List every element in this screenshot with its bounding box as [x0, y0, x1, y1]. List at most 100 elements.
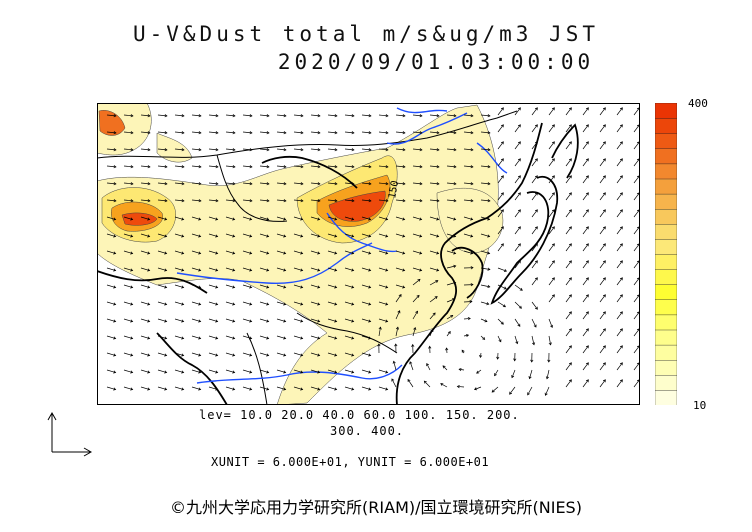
wind-vector [565, 175, 572, 184]
dust-wind-map: 150 [97, 103, 640, 405]
wind-vector [327, 182, 337, 185]
wind-vector [616, 158, 623, 167]
wind-vector-head [266, 234, 270, 238]
wind-vector-head [568, 175, 572, 179]
wind-vector-head [527, 392, 530, 396]
wind-vector-head [232, 217, 236, 221]
wind-vector [633, 260, 640, 269]
wind-vector-head [198, 251, 202, 255]
wind-vector-head [585, 192, 589, 196]
wind-vector [582, 260, 589, 269]
wind-vector [106, 369, 116, 373]
wind-vector [344, 233, 354, 237]
wind-vector-head [249, 353, 253, 357]
wind-vector [140, 352, 150, 356]
wind-vector [174, 386, 184, 390]
wind-vector-head [283, 148, 287, 152]
wind-vector [527, 386, 533, 396]
wind-vector [429, 329, 433, 337]
wind-vector-head [602, 192, 606, 196]
wind-vector [548, 243, 555, 252]
wind-vector-head [232, 114, 236, 118]
wind-vector [259, 131, 269, 134]
wind-vector [633, 192, 640, 201]
wind-vector [514, 192, 521, 201]
wind-vector-head [232, 199, 236, 203]
wind-vector-head [368, 182, 372, 186]
wind-vector-head [502, 304, 507, 308]
wind-vector [123, 233, 133, 237]
wind-vector-head [300, 353, 304, 357]
wind-vector-head [283, 353, 287, 357]
wind-vector-head [266, 268, 270, 272]
wind-vector [310, 352, 320, 356]
wind-vector [140, 318, 150, 322]
wind-vector [599, 209, 606, 218]
colorbar-swatch [655, 163, 677, 180]
wind-vector-head [147, 285, 151, 289]
wind-vector-head [494, 373, 497, 377]
wind-vector-head [515, 341, 519, 345]
wind-vector [412, 114, 422, 117]
wind-vector [259, 114, 269, 117]
wind-vector [514, 175, 521, 184]
wind-vector-head [198, 217, 202, 221]
wind-vector [409, 361, 414, 371]
wind-vector [225, 318, 235, 322]
wind-vector-head [551, 277, 555, 281]
wind-vector-head [470, 251, 474, 255]
wind-vector [599, 192, 606, 201]
wind-vector [123, 216, 133, 220]
wind-vector-head [417, 278, 421, 282]
wind-vector-head [602, 362, 606, 366]
wind-vector [582, 158, 589, 167]
wind-vector-head [113, 114, 117, 118]
wind-vector [242, 114, 252, 117]
wind-vector-head [435, 280, 439, 283]
wind-vector-head [517, 243, 521, 247]
wind-vector [310, 148, 320, 151]
wind-vector [494, 369, 499, 376]
wind-vector [480, 233, 490, 237]
wind-vector-head [585, 345, 589, 349]
wind-vector-head [249, 302, 253, 306]
wind-vector-head [215, 148, 219, 152]
wind-vector-head [300, 336, 304, 340]
wind-vector [123, 182, 133, 185]
wind-vector-head [215, 302, 219, 306]
wind-vector-head [334, 182, 338, 186]
wind-vector [242, 182, 252, 185]
wind-vector [361, 386, 371, 390]
wind-vector [497, 141, 504, 150]
wind-vector-head [419, 199, 423, 203]
wind-vector [531, 301, 538, 310]
wind-vector-head [215, 131, 219, 135]
wind-vector [344, 301, 354, 305]
wind-vector [140, 335, 150, 339]
colorbar-swatch [655, 148, 677, 165]
wind-vector-head [266, 319, 270, 323]
wind-vector-head [428, 345, 432, 349]
wind-vector [327, 114, 337, 117]
wind-vector [599, 107, 606, 116]
wind-vector-head [317, 114, 321, 118]
wind-vector-head [198, 302, 202, 306]
wind-vector-head [147, 370, 151, 374]
wind-vector-head [198, 165, 202, 169]
wind-vector-head [619, 328, 623, 332]
wind-vector [310, 284, 320, 288]
wind-vector [276, 386, 286, 390]
wind-vector [293, 318, 303, 322]
wind-vector [208, 233, 218, 237]
wind-vector [157, 250, 167, 254]
wind-vector [225, 335, 235, 339]
wind-vector-head [147, 114, 151, 118]
wind-vector [327, 199, 337, 202]
wind-vector [259, 182, 269, 185]
wind-vector [106, 301, 116, 305]
wind-vector-head [113, 336, 117, 340]
wind-vector [106, 335, 116, 339]
wind-vector-head [300, 387, 304, 391]
wind-vector-head [181, 131, 185, 135]
wind-vector-head [198, 319, 202, 323]
